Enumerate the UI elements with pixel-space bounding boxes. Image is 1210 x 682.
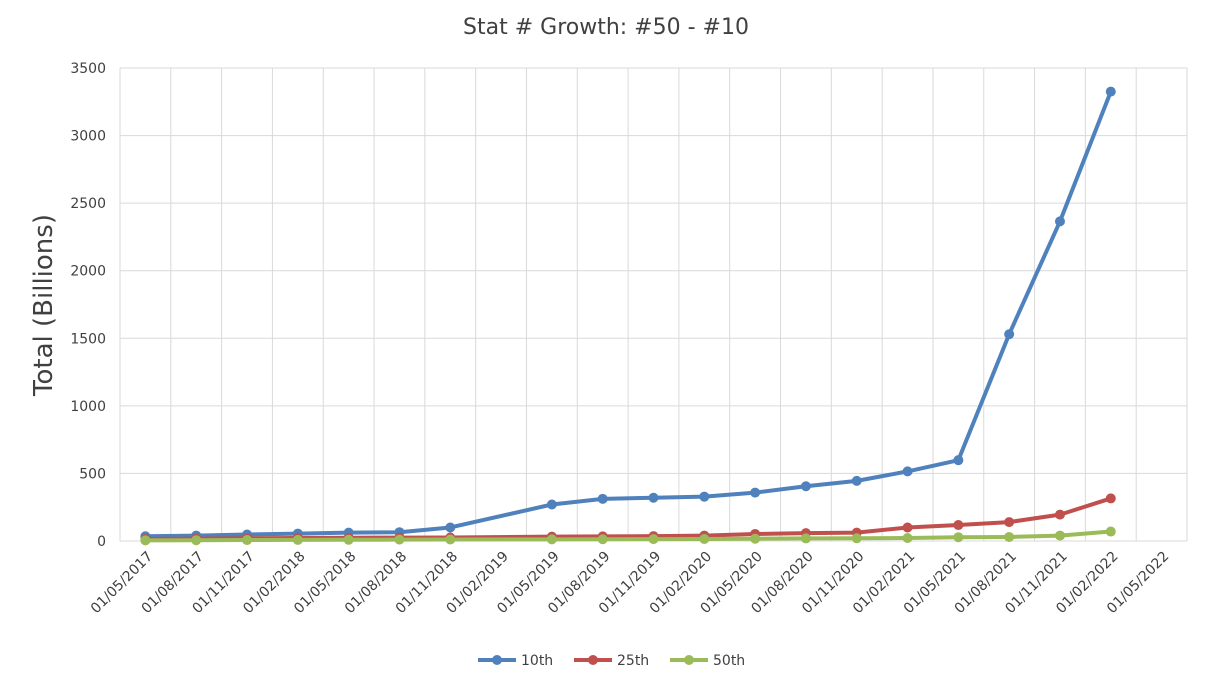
data-point [597,493,608,504]
series-50th [140,526,1116,546]
data-point [1105,86,1116,97]
data-point [343,534,354,545]
data-point [1004,531,1015,542]
data-point [445,534,456,545]
legend: 10th 25th 50th [478,653,745,669]
data-point [242,535,253,546]
legend-label: 10th [521,653,553,669]
data-point [699,491,710,502]
data-point [546,534,557,545]
data-point [851,533,862,544]
data-point [699,533,710,544]
data-point [902,522,913,533]
data-point [953,532,964,543]
legend-item-50th: 50th [670,653,745,669]
legend-item-25th: 25th [574,653,649,669]
y-tick-label: 1000 [70,399,106,415]
legend-marker [492,655,502,665]
data-point [953,455,964,466]
data-point [800,481,811,492]
grid-layer [119,67,1188,542]
y-tick-labels: 0 500 1000 1500 2000 2500 3000 3500 [70,61,106,550]
y-axis-label: Total (Billions) [29,214,59,397]
data-point [445,522,456,533]
data-point [851,475,862,486]
data-point [1105,493,1116,504]
y-tick-label: 1500 [70,331,106,347]
chart-title: Stat # Growth: #50 - #10 [463,15,749,40]
legend-label: 50th [713,653,745,669]
data-point [648,534,659,545]
data-point [800,533,811,544]
y-tick-label: 3000 [70,129,106,145]
data-point [1004,517,1015,528]
data-point [750,533,761,544]
data-point [597,534,608,545]
data-point [1004,329,1015,340]
data-point [902,533,913,544]
data-point [1054,530,1065,541]
legend-marker [588,655,598,665]
y-tick-label: 2500 [70,196,106,212]
series-layer [140,86,1116,546]
y-tick-label: 500 [79,466,106,482]
data-point [1054,216,1065,227]
legend-label: 25th [617,653,649,669]
y-tick-label: 3500 [70,61,106,77]
data-point [191,535,202,546]
legend-marker [684,655,694,665]
y-tick-label: 0 [97,534,106,550]
data-point [1105,526,1116,537]
x-tick-labels: 01/05/201701/08/201701/11/201701/02/2018… [88,549,1173,617]
data-point [750,487,761,498]
data-point [292,534,303,545]
data-point [648,492,659,503]
data-point [1054,509,1065,520]
data-point [394,534,405,545]
legend-item-10th: 10th [478,653,553,669]
y-tick-label: 2000 [70,264,106,280]
data-point [546,499,557,510]
data-point [953,520,964,531]
data-point [902,466,913,477]
data-point [140,535,151,546]
